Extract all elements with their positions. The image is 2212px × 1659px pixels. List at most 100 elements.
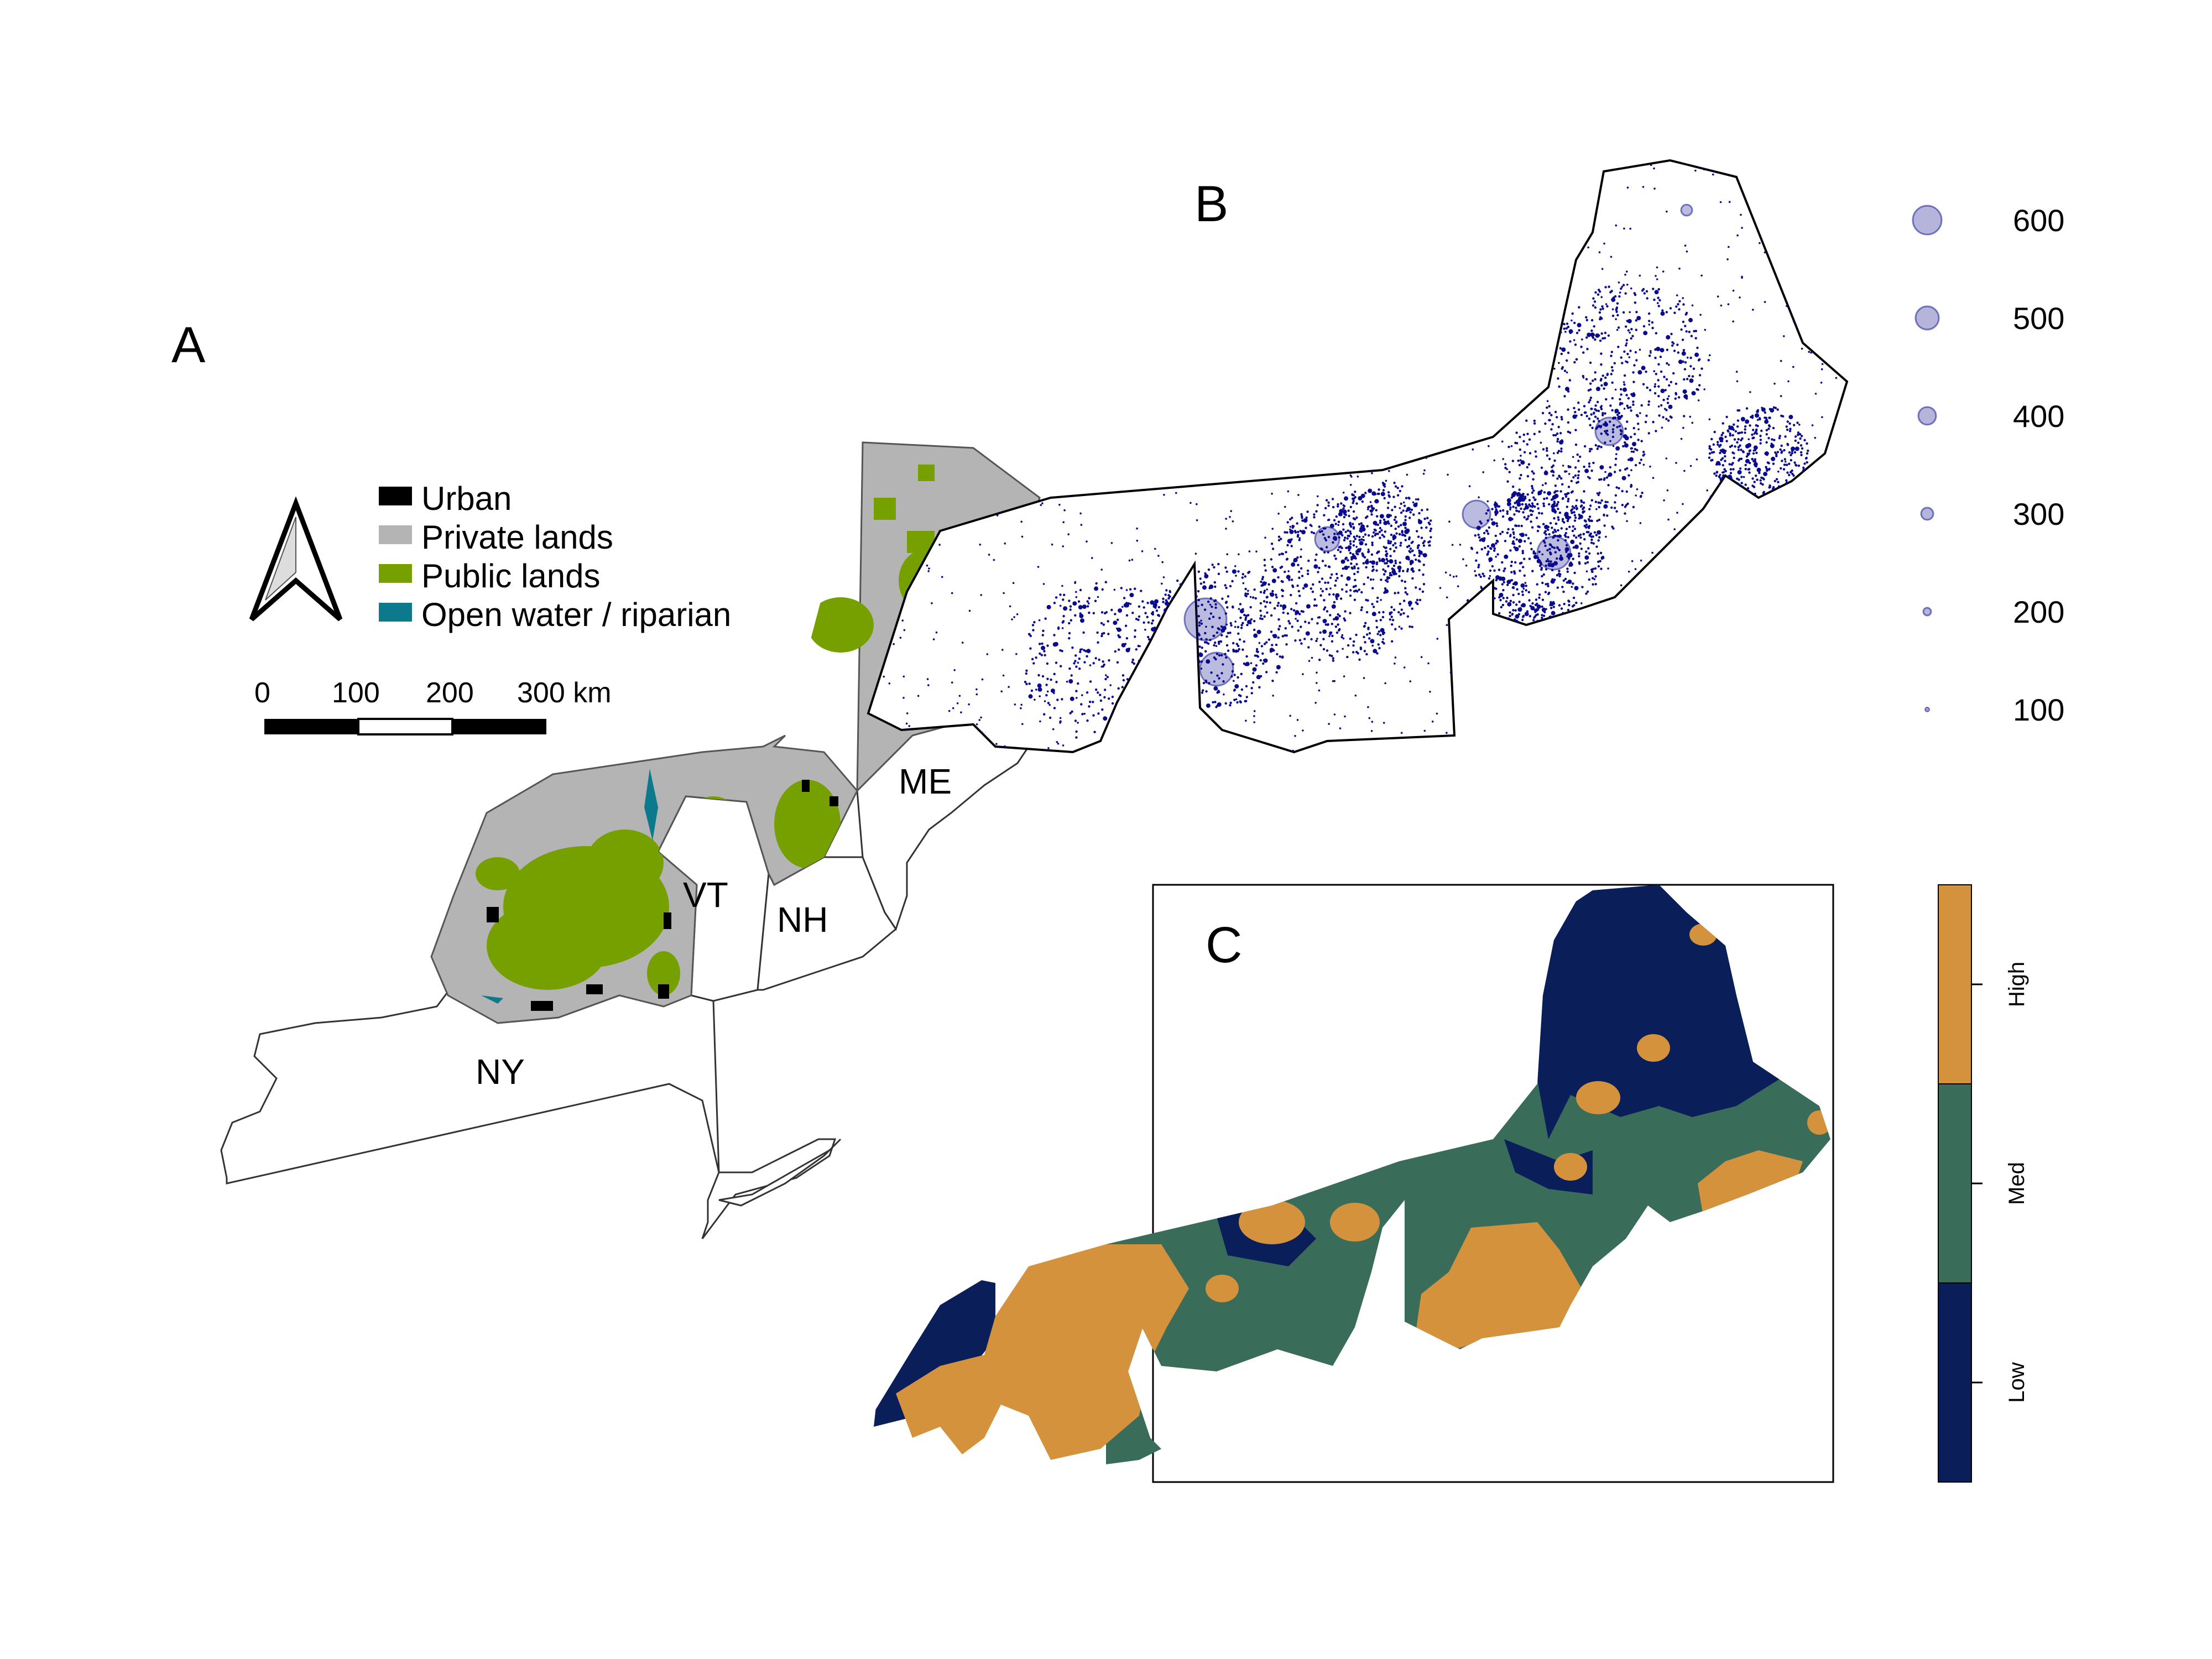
occurrence-point xyxy=(1540,567,1543,570)
occurrence-point xyxy=(1596,387,1600,392)
occurrence-point xyxy=(1212,357,1214,359)
occurrence-point xyxy=(1321,577,1324,580)
occurrence-point xyxy=(1548,260,1551,263)
occurrence-point xyxy=(1527,665,1530,669)
occurrence-point xyxy=(1519,477,1521,480)
occurrence-point xyxy=(1384,682,1386,685)
occurrence-point xyxy=(1771,456,1776,461)
occurrence-point xyxy=(1175,677,1178,680)
occurrence-point xyxy=(1550,428,1553,431)
occurrence-point xyxy=(1338,546,1340,549)
occurrence-point xyxy=(1129,603,1132,605)
occurrence-point xyxy=(1557,516,1559,519)
occurrence-point xyxy=(1514,609,1517,612)
occurrence-point xyxy=(1216,674,1219,677)
occurrence-point xyxy=(1559,347,1562,349)
occurrence-point xyxy=(1252,743,1255,745)
occurrence-point xyxy=(1294,639,1297,642)
occurrence-point xyxy=(1698,384,1701,387)
occurrence-point xyxy=(1205,690,1208,693)
occurrence-point xyxy=(1364,543,1368,546)
occurrence-point xyxy=(1372,568,1375,571)
occurrence-point xyxy=(1462,558,1464,560)
occurrence-point xyxy=(1483,654,1486,657)
occurrence-point xyxy=(1322,648,1326,651)
occurrence-point xyxy=(1378,630,1380,633)
occurrence-point xyxy=(1635,494,1637,497)
occurrence-point xyxy=(1237,240,1240,243)
occurrence-point xyxy=(1512,601,1515,604)
occurrence-point xyxy=(1214,585,1217,588)
occurrence-point xyxy=(1544,422,1547,425)
occurrence-point xyxy=(1362,536,1364,538)
occurrence-point xyxy=(1345,247,1348,250)
occurrence-point xyxy=(1091,557,1093,559)
occurrence-point xyxy=(1298,261,1301,264)
occurrence-point xyxy=(1272,171,1275,174)
occurrence-point xyxy=(1324,581,1327,584)
occurrence-point xyxy=(1086,691,1089,694)
occurrence-point xyxy=(1666,398,1669,400)
occurrence-point xyxy=(1532,630,1535,633)
occurrence-point xyxy=(1368,632,1371,635)
occurrence-point xyxy=(1062,521,1065,524)
occurrence-point xyxy=(1598,518,1601,521)
occurrence-point xyxy=(1071,710,1073,713)
occurrence-point xyxy=(1300,642,1303,645)
occurrence-point xyxy=(1551,503,1556,508)
occurrence-point xyxy=(1400,283,1402,285)
occurrence-point xyxy=(1786,559,1789,561)
occurrence-point xyxy=(1775,478,1778,481)
state-label-nh: NH xyxy=(777,900,828,940)
occurrence-point xyxy=(1174,618,1177,620)
occurrence-point xyxy=(1607,567,1609,570)
occurrence-point xyxy=(1767,462,1770,465)
occurrence-point xyxy=(1582,351,1585,354)
occurrence-point xyxy=(1764,301,1766,303)
occurrence-point xyxy=(928,363,931,366)
occurrence-point xyxy=(1162,633,1165,636)
occurrence-point xyxy=(1445,422,1448,425)
occurrence-point xyxy=(1732,468,1735,471)
occurrence-point xyxy=(1487,678,1490,681)
occurrence-point xyxy=(1229,622,1232,625)
occurrence-point xyxy=(1124,624,1128,627)
occurrence-point xyxy=(1400,608,1403,611)
long-island-outline xyxy=(718,1138,842,1207)
occurrence-point xyxy=(1670,380,1673,384)
occurrence-point xyxy=(1536,720,1539,723)
occurrence-point xyxy=(1359,547,1362,551)
occurrence-point xyxy=(1546,549,1549,552)
occurrence-point xyxy=(1295,618,1297,620)
occurrence-point xyxy=(1296,619,1299,622)
occurrence-point xyxy=(1479,575,1482,578)
occurrence-point xyxy=(1191,699,1193,702)
occurrence-point xyxy=(1653,298,1656,301)
occurrence-point xyxy=(1199,652,1202,655)
occurrence-point xyxy=(1483,714,1485,717)
occurrence-point xyxy=(1360,608,1363,612)
occurrence-point xyxy=(1259,609,1262,612)
occurrence-point xyxy=(1277,602,1280,604)
occurrence-point xyxy=(1086,649,1091,654)
occurrence-point xyxy=(1601,307,1604,310)
occurrence-point xyxy=(1383,485,1386,488)
occurrence-point xyxy=(1188,669,1190,671)
occurrence-point xyxy=(1745,419,1750,424)
occurrence-point xyxy=(1546,497,1548,500)
occurrence-point xyxy=(1621,504,1624,507)
occurrence-point xyxy=(1485,427,1487,430)
occurrence-point xyxy=(1694,337,1697,340)
occurrence-point xyxy=(1089,701,1092,703)
occurrence-point xyxy=(1789,427,1792,430)
occurrence-point xyxy=(1556,574,1559,577)
occurrence-point xyxy=(1282,322,1284,325)
occurrence-point xyxy=(1583,405,1586,408)
occurrence-point xyxy=(1167,636,1172,641)
occurrence-point xyxy=(1401,485,1404,488)
occurrence-point xyxy=(1513,513,1516,516)
occurrence-point xyxy=(1769,659,1771,661)
occurrence-point xyxy=(1542,614,1546,617)
occurrence-point xyxy=(1373,316,1375,319)
occurrence-point xyxy=(1729,434,1731,437)
